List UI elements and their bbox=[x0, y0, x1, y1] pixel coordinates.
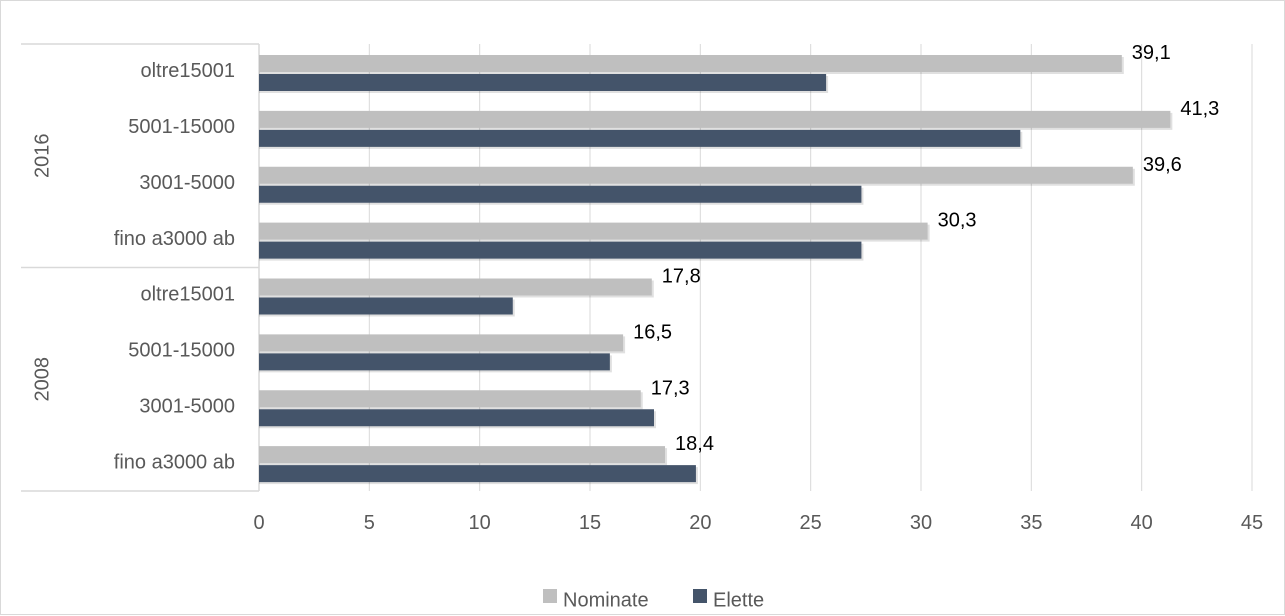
x-tick-label-7: 35 bbox=[1020, 512, 1042, 534]
bar-elette-7 bbox=[259, 465, 696, 483]
legend-label-nominate: Nominate bbox=[563, 589, 649, 611]
data-label-nominate-6: 17,3 bbox=[651, 377, 690, 399]
bar-nominate-4 bbox=[259, 278, 652, 296]
category-label-7: fino a3000 ab bbox=[114, 451, 235, 473]
x-tick-label-6: 30 bbox=[910, 512, 932, 534]
x-tick-label-1: 5 bbox=[364, 512, 375, 534]
bar-elette-4 bbox=[259, 297, 513, 315]
data-label-nominate-2: 39,6 bbox=[1143, 154, 1182, 176]
category-label-0: oltre15001 bbox=[140, 60, 235, 82]
bars bbox=[259, 55, 1173, 485]
bar-elette-1 bbox=[259, 129, 1021, 147]
data-label-nominate-3: 30,3 bbox=[938, 210, 977, 232]
x-tick-label-3: 15 bbox=[579, 512, 601, 534]
bar-nominate-7 bbox=[259, 446, 666, 464]
x-tick-label-0: 0 bbox=[253, 512, 264, 534]
bar-nominate-6 bbox=[259, 390, 641, 408]
x-tick-label-5: 25 bbox=[800, 512, 822, 534]
data-label-nominate-0: 39,1 bbox=[1132, 42, 1171, 64]
group-label-2016: 2016 bbox=[31, 134, 53, 179]
legend-swatch-nominate bbox=[543, 589, 557, 603]
category-label-6: 3001-5000 bbox=[139, 395, 235, 417]
axis-lines bbox=[21, 43, 260, 492]
bar-nominate-5 bbox=[259, 334, 624, 352]
data-label-nominate-7: 18,4 bbox=[675, 433, 714, 455]
data-label-nominate-4: 17,8 bbox=[662, 266, 701, 288]
x-tick-label-4: 20 bbox=[689, 512, 711, 534]
bar-elette-2 bbox=[259, 185, 862, 203]
bar-elette-0 bbox=[259, 74, 827, 91]
bar-nominate-0 bbox=[259, 55, 1122, 72]
x-tick-label-8: 40 bbox=[1131, 512, 1153, 534]
bar-nominate-1 bbox=[259, 110, 1171, 128]
bar-elette-5 bbox=[259, 353, 610, 371]
x-axis-ticks: 0 5 10 15 20 25 30 35 40 45 bbox=[253, 512, 1263, 534]
bar-nominate-3 bbox=[259, 222, 928, 240]
category-label-4: oltre15001 bbox=[140, 284, 235, 306]
data-label-nominate-1: 41,3 bbox=[1180, 98, 1219, 120]
category-label-2: 3001-5000 bbox=[139, 172, 235, 194]
legend-swatch-elette bbox=[693, 589, 707, 603]
group-labels: 2016 2008 bbox=[31, 134, 53, 402]
bar-elette-6 bbox=[259, 409, 654, 427]
data-label-nominate-5: 16,5 bbox=[633, 321, 672, 343]
category-label-1: 5001-15000 bbox=[128, 116, 235, 138]
category-labels: oltre15001 5001-15000 3001-5000 fino a3000 … bbox=[114, 60, 235, 473]
data-labels: 39,1 41,3 39,6 30,3 17,8 16,5 17,3 18,4 bbox=[633, 42, 1219, 455]
legend: Nominate Elette bbox=[543, 589, 764, 611]
group-label-2008: 2008 bbox=[31, 357, 53, 402]
bar-elette-3 bbox=[259, 241, 862, 259]
category-label-3: fino a3000 ab bbox=[114, 228, 235, 250]
bar-nominate-2 bbox=[259, 166, 1133, 184]
legend-label-elette: Elette bbox=[713, 589, 764, 611]
category-label-5: 5001-15000 bbox=[128, 340, 235, 362]
x-tick-label-2: 10 bbox=[469, 512, 491, 534]
x-tick-label-9: 45 bbox=[1241, 512, 1263, 534]
